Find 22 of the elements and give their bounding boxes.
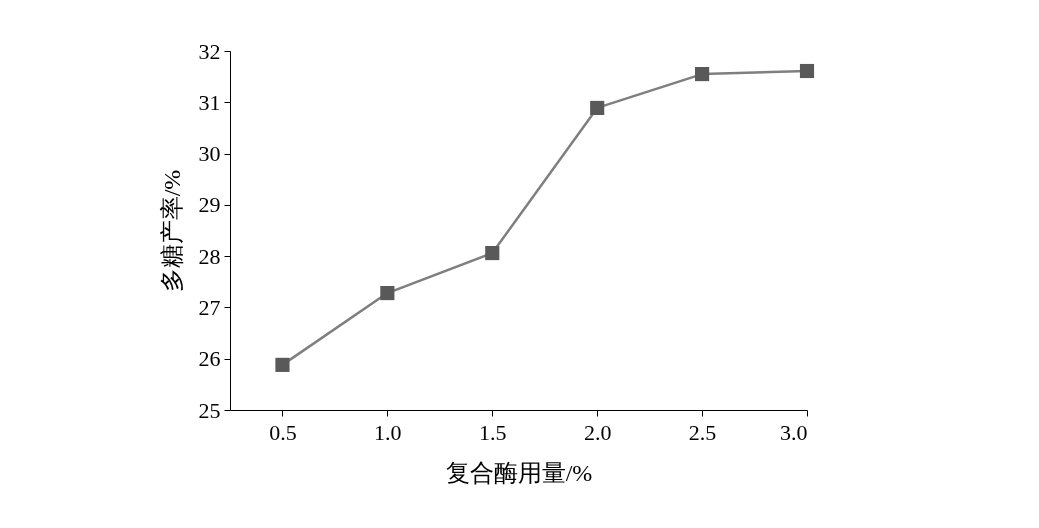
point [695, 67, 710, 82]
x-axis-title: 复合酶用量/% [445, 459, 593, 486]
point [275, 357, 290, 372]
y-tick-label: 26 [198, 346, 221, 372]
y-tick-label: 32 [198, 38, 221, 64]
x-tick-label: 3.0 [780, 419, 808, 445]
point [380, 286, 395, 301]
point [485, 245, 500, 261]
x-tick-label: 1.5 [479, 419, 507, 445]
x-tick-label: 2.0 [583, 419, 612, 445]
x-tick-label: 2.5 [688, 419, 717, 445]
y-tick-label: 30 [198, 141, 221, 167]
y-tick-label: 27 [198, 294, 221, 320]
y-tick-label: 28 [198, 243, 221, 269]
y-tick-label: 25 [198, 397, 221, 423]
y-tick-label: 29 [198, 192, 221, 218]
x-tick-label: 0.5 [269, 419, 297, 445]
x-tick-label: 1.0 [374, 419, 402, 445]
point [799, 63, 815, 79]
y-axis-title: 多糖产率/% [158, 169, 185, 293]
y-tick-label: 31 [198, 89, 221, 115]
point [590, 100, 605, 115]
